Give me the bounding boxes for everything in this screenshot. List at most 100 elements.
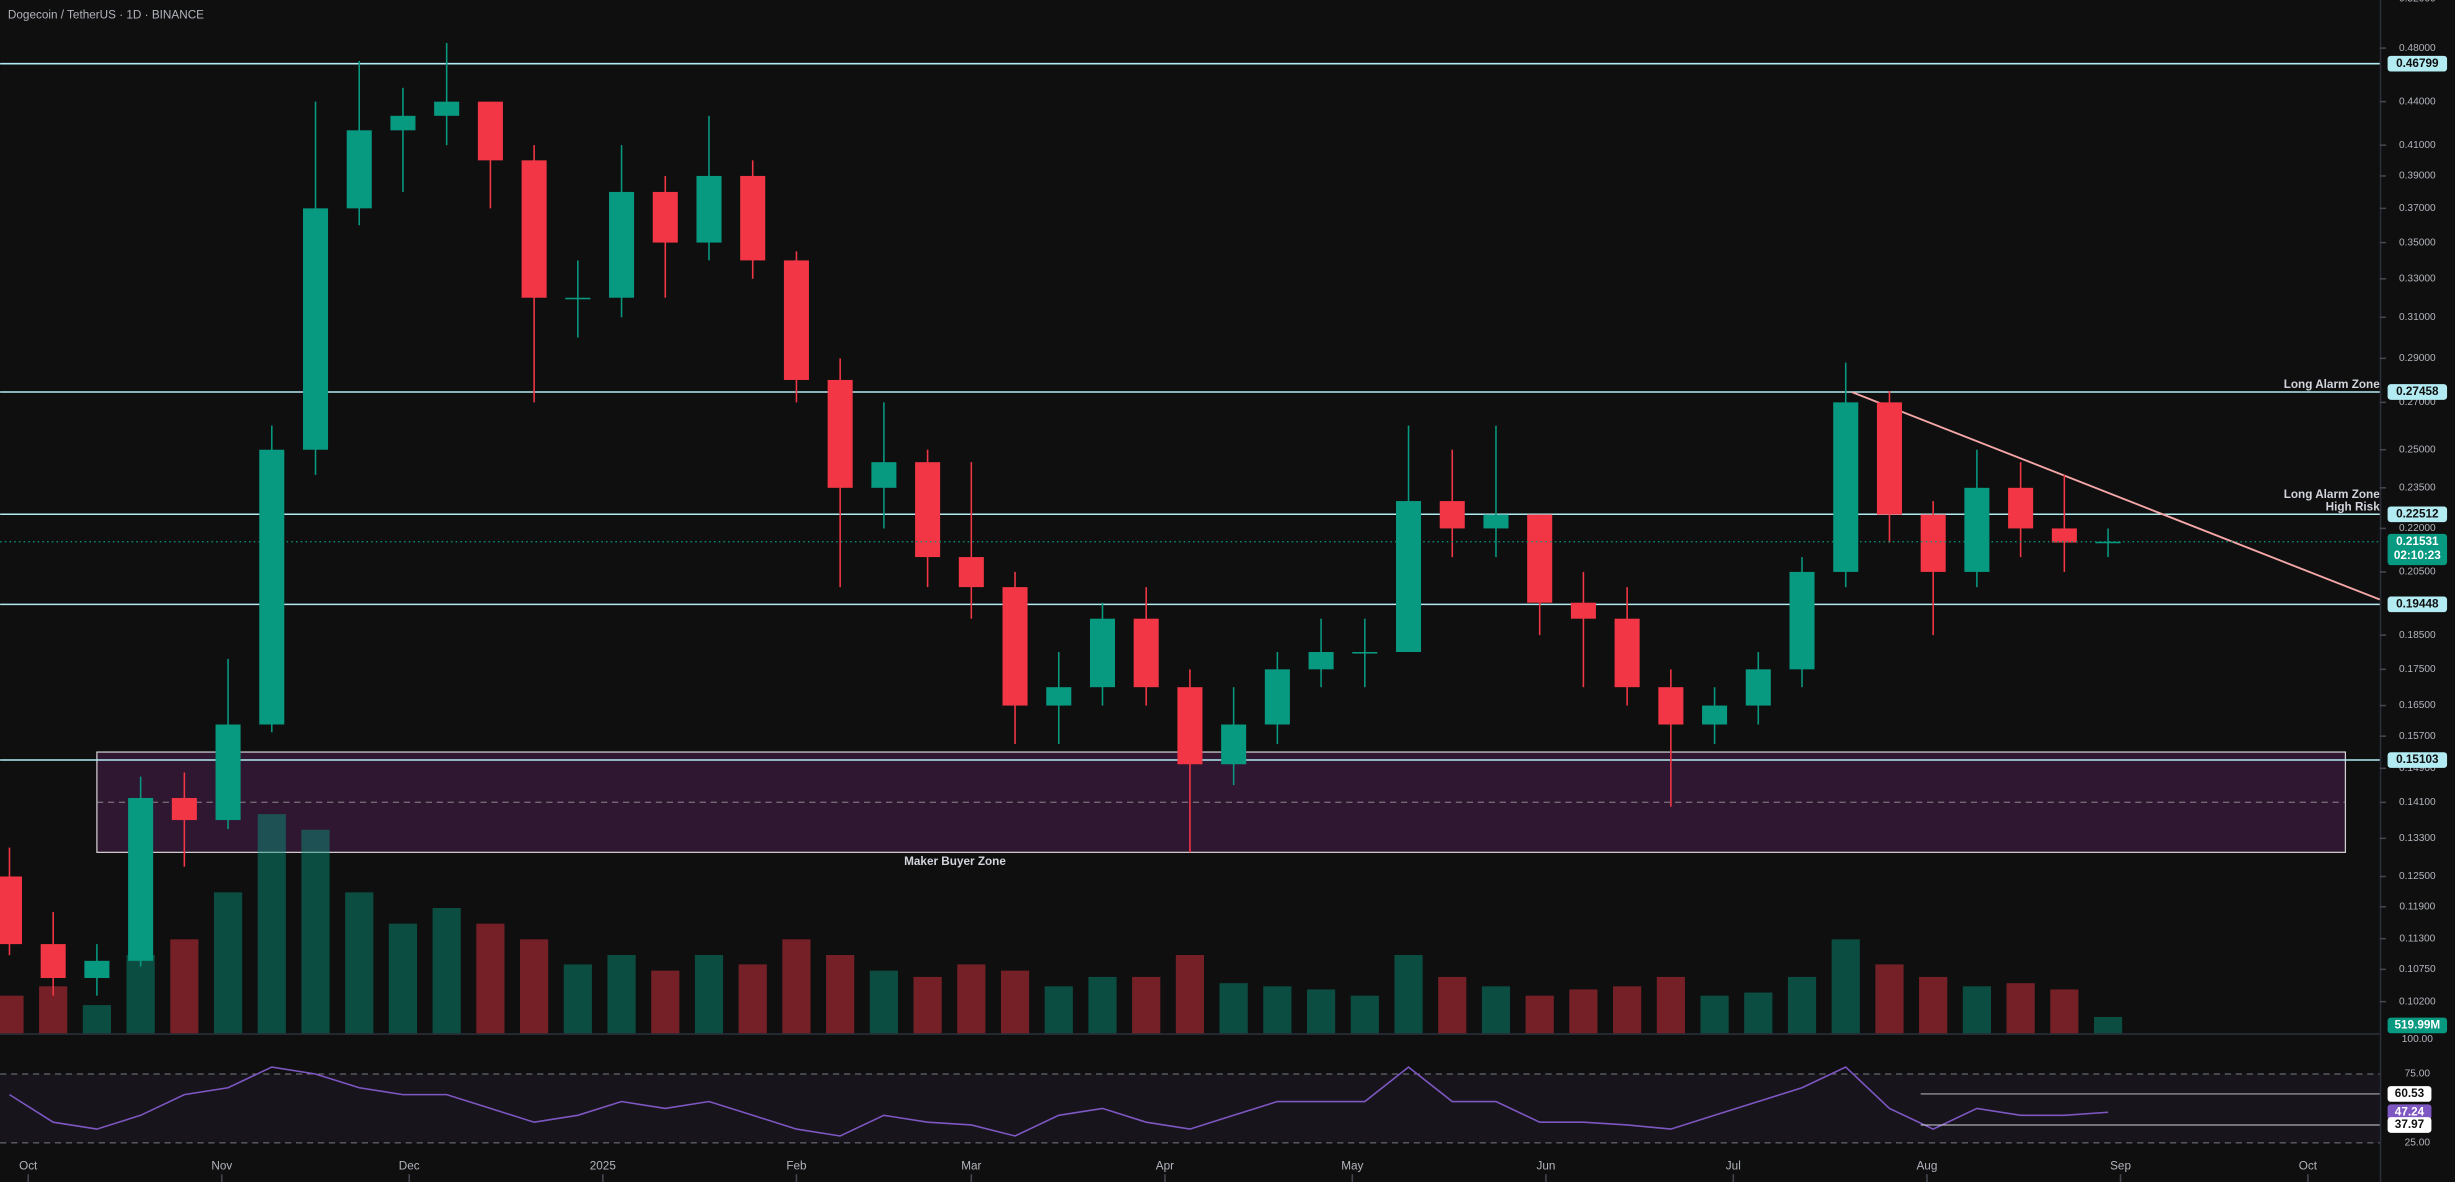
volume-bar: [1350, 995, 1379, 1034]
volume-bar: [345, 892, 374, 1034]
y-tick-label: 0.16500: [2399, 700, 2436, 711]
volume-bar: [782, 939, 811, 1034]
x-tick-label: Feb: [786, 1159, 807, 1172]
volume-bar: [1962, 986, 1991, 1034]
candle-body: [1264, 669, 1290, 725]
volume-bar: [1525, 995, 1554, 1034]
x-tick-label: Mar: [961, 1159, 981, 1172]
candle-body: [1745, 669, 1771, 706]
candle-body: [1177, 687, 1203, 765]
level-badge: [2387, 596, 2448, 613]
level-label: 0.27458: [2396, 385, 2439, 398]
volume-bar: [1175, 954, 1205, 1034]
y-tick-label: 0.37000: [2399, 203, 2436, 214]
candle-body: [783, 260, 809, 380]
volume-bar: [738, 964, 767, 1034]
volume-badge: [2387, 1017, 2448, 1034]
y-tick-label: 0.14900: [2399, 763, 2436, 774]
y-tick-label: 0.44000: [2399, 96, 2436, 107]
candle-body: [1833, 402, 1859, 572]
y-tick-label: 0.33000: [2399, 273, 2436, 284]
candle-body: [346, 130, 372, 209]
volume-bar: [1132, 976, 1161, 1034]
rsi-tick-label: 75.00: [2405, 1069, 2431, 1080]
zone-label: Maker Buyer Zone: [904, 855, 1006, 868]
candle-body: [652, 191, 678, 243]
y-tick-label: 0.20500: [2399, 567, 2436, 578]
volume-bar: [1831, 939, 1860, 1034]
candle-body: [434, 101, 460, 116]
volume-bar: [607, 954, 636, 1034]
volume-bar: [1044, 986, 1073, 1034]
volume-bar: [2050, 989, 2079, 1034]
volume-bar: [213, 892, 243, 1034]
volume-bar: [1875, 964, 1904, 1034]
candle-body: [1789, 571, 1815, 670]
annotation: Long Alarm Zone: [2284, 378, 2381, 391]
candle-body: [0, 876, 22, 945]
level-badge: [2387, 752, 2448, 768]
rsi-line: [9, 1066, 2109, 1137]
y-tick-label: 0.27000: [2399, 397, 2436, 408]
volume-bar: [2093, 1016, 2123, 1034]
candle-body: [1439, 501, 1465, 529]
volume-label: 519.99M: [2394, 1019, 2440, 1032]
candle-body: [477, 101, 503, 161]
y-tick-label: 0.14100: [2399, 797, 2436, 808]
candle-body: [740, 175, 766, 261]
x-tick-label: Apr: [1156, 1159, 1174, 1172]
rsi-marker-label: 47.24: [2395, 1105, 2425, 1118]
volume-bar: [957, 964, 986, 1034]
volume-bar: [2006, 983, 2035, 1034]
volume-bar: [1656, 976, 1685, 1034]
y-tick-label: 0.52000: [2399, 0, 2436, 5]
candle-body: [171, 797, 197, 821]
y-tick-label: 0.18500: [2399, 630, 2436, 641]
volume-bar: [694, 954, 724, 1034]
y-tick-label: 0.25000: [2399, 444, 2436, 455]
candle-body: [871, 462, 897, 488]
volume-bar: [82, 1005, 111, 1034]
level-label: 0.15103: [2396, 753, 2439, 766]
volume-bar: [1394, 954, 1423, 1034]
rsi-tick-label: 100.00: [2402, 1034, 2433, 1045]
y-tick-label: 0.17500: [2399, 664, 2436, 675]
volume-bar: [388, 923, 418, 1034]
x-tick-label: Jul: [1726, 1159, 1741, 1172]
x-tick-label: Nov: [211, 1159, 232, 1172]
volume-bar: [651, 970, 680, 1034]
candle-body: [1920, 514, 1946, 572]
rsi-badge: [2387, 1086, 2432, 1102]
volume-bar: [1088, 976, 1117, 1034]
x-tick-label: 2025: [590, 1159, 617, 1172]
trendline: [1851, 391, 2381, 601]
candle-body: [1221, 724, 1247, 765]
volume-bar: [913, 976, 942, 1034]
candle-body: [259, 449, 285, 725]
y-tick-label: 0.12500: [2399, 871, 2436, 882]
candle-body: [609, 191, 635, 298]
x-tick-label: Sep: [2110, 1159, 2131, 1172]
candle-body: [1876, 402, 1902, 515]
y-tick-label: 0.31000: [2399, 312, 2436, 323]
countdown: 02:10:23: [2394, 549, 2441, 562]
candle-body: [128, 797, 154, 961]
candle-body: [2095, 541, 2121, 544]
candle-body: [1352, 651, 1378, 654]
level-label: 0.46799: [2396, 57, 2439, 70]
y-tick-label: 0.11300: [2399, 933, 2435, 944]
volume-bar: [0, 995, 24, 1034]
x-tick-label: Dec: [399, 1159, 420, 1172]
candle-body: [40, 944, 66, 979]
volume-bar: [476, 923, 505, 1034]
volume-bar: [563, 964, 592, 1034]
level-badge: [2387, 506, 2448, 523]
candle-body: [915, 462, 941, 558]
candle-body: [1002, 587, 1028, 706]
chart-title: Dogecoin / TetherUS · 1D · BINANCE: [8, 9, 204, 22]
volume-bar: [1919, 976, 1948, 1034]
x-tick-label: Oct: [19, 1159, 38, 1172]
candle-body: [1570, 602, 1596, 619]
y-tick-label: 0.10750: [2399, 964, 2436, 975]
